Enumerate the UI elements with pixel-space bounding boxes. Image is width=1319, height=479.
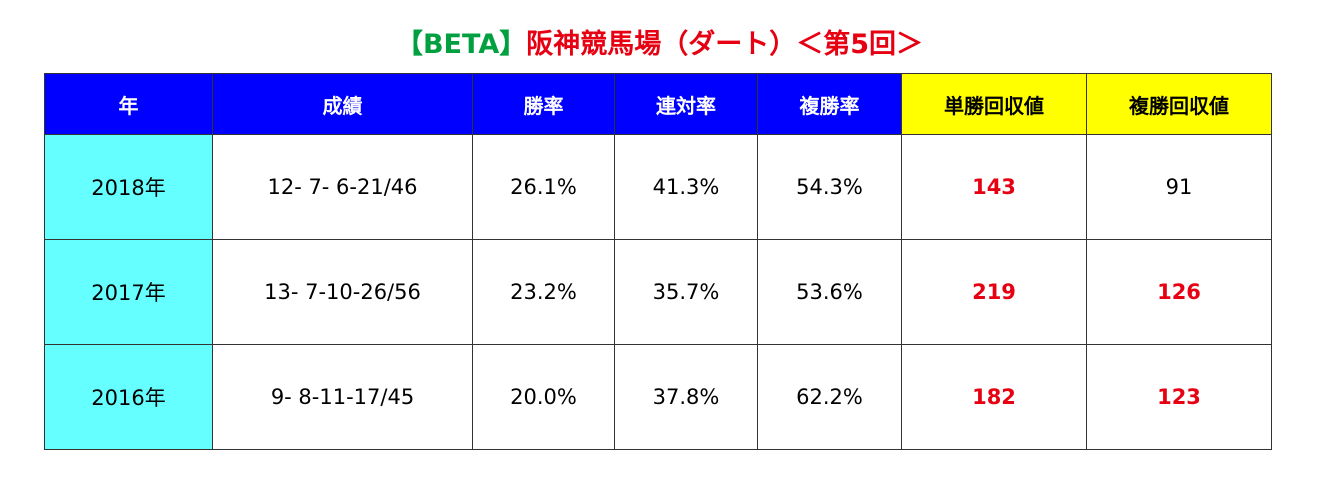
data-cell: 62.2%: [757, 344, 902, 450]
title: 【BETA】阪神競馬場（ダート）＜第5回＞: [0, 22, 1319, 61]
header-cell: 連対率: [614, 73, 758, 135]
data-cell: 41.3%: [614, 134, 758, 240]
data-cell: 20.0%: [472, 344, 615, 450]
header-row: 年成績 勝率 連対率 複勝率 単勝回収値 複勝回収値: [44, 73, 1272, 135]
header-cell: 複勝率: [757, 73, 902, 135]
data-cell: 123: [1086, 344, 1272, 450]
header-cell: 成績: [212, 73, 473, 135]
data-cell: 126: [1086, 239, 1272, 345]
data-cell: 182: [901, 344, 1087, 450]
data-cell: 23.2%: [472, 239, 615, 345]
results-table: 年成績 勝率 連対率 複勝率 単勝回収値 複勝回収値 2018年 12- 7- 6-21/4…: [44, 73, 1272, 450]
data-cell: 35.7%: [614, 239, 758, 345]
data-cell: 9- 8-11-17/45: [212, 344, 473, 450]
header-cell: 複勝回収値: [1086, 73, 1272, 135]
data-cell: 13- 7-10-26/56: [212, 239, 473, 345]
year-cell: 2017年: [44, 239, 213, 345]
header-cell: 単勝回収値: [901, 73, 1087, 135]
table-row: 2017年 13- 7-10-26/56 23.2% 35.7% 53.6% 219 126: [44, 239, 1272, 345]
data-cell: 37.8%: [614, 344, 758, 450]
data-cell: 26.1%: [472, 134, 615, 240]
data-cell: 91: [1086, 134, 1272, 240]
table-row: 2016年 9- 8-11-17/45 20.0% 37.8% 62.2% 182 123: [44, 344, 1272, 450]
header-cell: 年: [44, 73, 213, 135]
title-badge: 【BETA】: [395, 29, 527, 60]
table-row: 2018年 12- 7- 6-21/46 26.1% 41.3% 54.3% 143 91: [44, 134, 1272, 240]
title-text: 阪神競馬場（ダート）＜第5回＞: [526, 29, 924, 60]
data-cell: 219: [901, 239, 1087, 345]
year-cell: 2018年: [44, 134, 213, 240]
table-body: 2018年 12- 7- 6-21/46 26.1% 41.3% 54.3% 143 91 2…: [44, 134, 1272, 450]
header-cell: 勝率: [472, 73, 615, 135]
data-cell: 54.3%: [757, 134, 902, 240]
data-cell: 53.6%: [757, 239, 902, 345]
year-cell: 2016年: [44, 344, 213, 450]
data-cell: 12- 7- 6-21/46: [212, 134, 473, 240]
data-cell: 143: [901, 134, 1087, 240]
